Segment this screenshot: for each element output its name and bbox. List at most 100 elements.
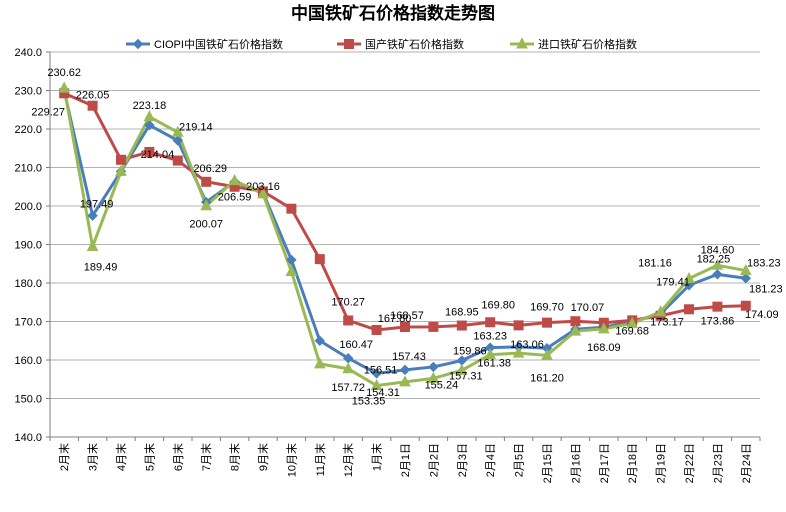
data-point-triangle xyxy=(654,305,667,317)
y-tick-label: 140.0 xyxy=(14,432,42,444)
data-point-triangle xyxy=(228,174,241,186)
x-tick-label: 2月末 xyxy=(57,443,71,471)
legend-label: 进口铁矿石价格指数 xyxy=(538,37,637,51)
chart-title: 中国铁矿石价格指数走势图 xyxy=(291,3,495,23)
y-tick-label: 210.0 xyxy=(14,163,42,175)
data-point-diamond xyxy=(286,254,297,266)
data-point-square xyxy=(343,315,354,326)
data-label: 153.35 xyxy=(352,396,386,408)
x-tick-label: 2月2日 xyxy=(428,443,440,477)
data-label: 230.62 xyxy=(47,67,81,79)
y-tick-label: 190.0 xyxy=(14,240,42,252)
data-point-diamond xyxy=(399,364,411,376)
data-point-triangle xyxy=(200,199,213,211)
data-point-diamond xyxy=(172,135,184,146)
data-point-square xyxy=(201,176,212,187)
legend-label: 国产铁矿石价格指数 xyxy=(365,37,464,51)
data-point-square xyxy=(740,300,751,311)
x-tick-label: 6月末 xyxy=(171,443,185,471)
x-tick-label: 11月末 xyxy=(313,443,327,476)
data-label: 179.41 xyxy=(656,276,690,288)
legend: CIOPI中国铁矿石价格指数 国产铁矿石价格指数 进口铁矿石价格指数 xyxy=(126,37,637,51)
data-point-triangle xyxy=(683,271,695,284)
data-point-diamond xyxy=(132,38,144,50)
data-point-triangle xyxy=(455,363,468,375)
data-point-triangle xyxy=(484,348,497,360)
x-tick-label: 12月末 xyxy=(341,443,355,477)
data-label: 169.80 xyxy=(481,299,515,311)
series-lines xyxy=(62,87,747,388)
data-label: 223.18 xyxy=(133,100,167,112)
data-label: 163.06 xyxy=(510,339,544,351)
x-tick-label: 9月末 xyxy=(256,443,270,471)
data-point-square xyxy=(428,321,439,332)
data-point-square xyxy=(314,254,325,265)
y-tick-label: 200.0 xyxy=(14,201,42,213)
y-tick-label: 170.0 xyxy=(14,317,42,329)
x-tick-label: 2月4日 xyxy=(485,443,497,477)
x-tick-label: 2月15日 xyxy=(542,443,554,483)
data-label: 214.04 xyxy=(141,149,175,161)
data-point-triangle xyxy=(516,37,528,49)
data-label: 203.16 xyxy=(246,181,280,193)
data-label: 173.17 xyxy=(650,316,684,328)
data-label: 197.49 xyxy=(80,199,114,211)
data-label: 161.38 xyxy=(477,358,511,370)
data-point-triangle xyxy=(626,316,639,328)
data-point-square xyxy=(344,39,354,49)
data-labels: 230.62 229.27 226.05 197.49 189.49 214.04 223.… xyxy=(31,67,782,407)
axes xyxy=(46,51,761,441)
data-point-triangle xyxy=(58,81,71,93)
y-tick-label: 230.0 xyxy=(14,86,42,98)
data-point-triangle xyxy=(427,371,440,383)
data-point-square xyxy=(485,317,496,328)
x-tick-label: 2月18日 xyxy=(627,443,639,483)
legend-label: CIOPI中国铁矿石价格指数 xyxy=(154,37,283,51)
x-tick-label: 2月3日 xyxy=(457,443,469,477)
data-point-diamond xyxy=(144,119,155,131)
data-label: 157.31 xyxy=(449,370,483,382)
data-point-square xyxy=(456,320,467,331)
x-tick-label: 7月末 xyxy=(199,443,213,471)
data-point-diamond xyxy=(712,269,723,280)
x-tick-label: 2月23日 xyxy=(712,443,724,483)
data-point-triangle xyxy=(399,375,411,387)
x-tick-label: 2月24日 xyxy=(741,443,753,483)
data-label: 189.49 xyxy=(84,261,118,273)
x-tick-label: 10月末 xyxy=(284,443,298,477)
data-label: 161.20 xyxy=(530,372,564,384)
y-tick-label: 180.0 xyxy=(14,278,42,290)
data-point-square xyxy=(286,203,297,214)
data-point-triangle xyxy=(711,258,724,270)
data-point-square xyxy=(116,154,126,165)
data-label: 184.60 xyxy=(701,244,735,256)
data-label: 167.80 xyxy=(378,313,412,325)
data-label: 170.07 xyxy=(571,302,605,314)
data-point-square xyxy=(684,304,694,315)
data-point-triangle xyxy=(86,239,99,251)
data-point-diamond xyxy=(740,273,752,284)
x-tick-label: 5月末 xyxy=(142,443,156,471)
data-point-square xyxy=(712,301,723,312)
data-label: 157.43 xyxy=(392,351,426,363)
data-point-triangle xyxy=(313,357,326,369)
data-point-triangle xyxy=(342,362,355,374)
data-point-triangle xyxy=(370,379,383,391)
y-tick-label: 160.0 xyxy=(14,355,42,367)
data-point-square xyxy=(400,322,410,333)
data-label: 206.29 xyxy=(193,163,227,175)
data-label: 219.14 xyxy=(179,121,213,133)
data-label: 159.86 xyxy=(453,346,487,358)
data-point-triangle xyxy=(285,264,298,276)
data-label: 169.68 xyxy=(615,325,649,337)
data-point-square xyxy=(570,316,581,327)
data-label: 182.25 xyxy=(697,253,731,265)
data-point-triangle xyxy=(541,348,553,360)
x-tick-label: 2月5日 xyxy=(514,443,526,477)
data-label: 170.27 xyxy=(331,296,365,308)
data-label: 168.95 xyxy=(445,307,479,319)
data-label: 168.09 xyxy=(587,342,621,354)
x-tick-label: 4月末 xyxy=(114,443,128,471)
